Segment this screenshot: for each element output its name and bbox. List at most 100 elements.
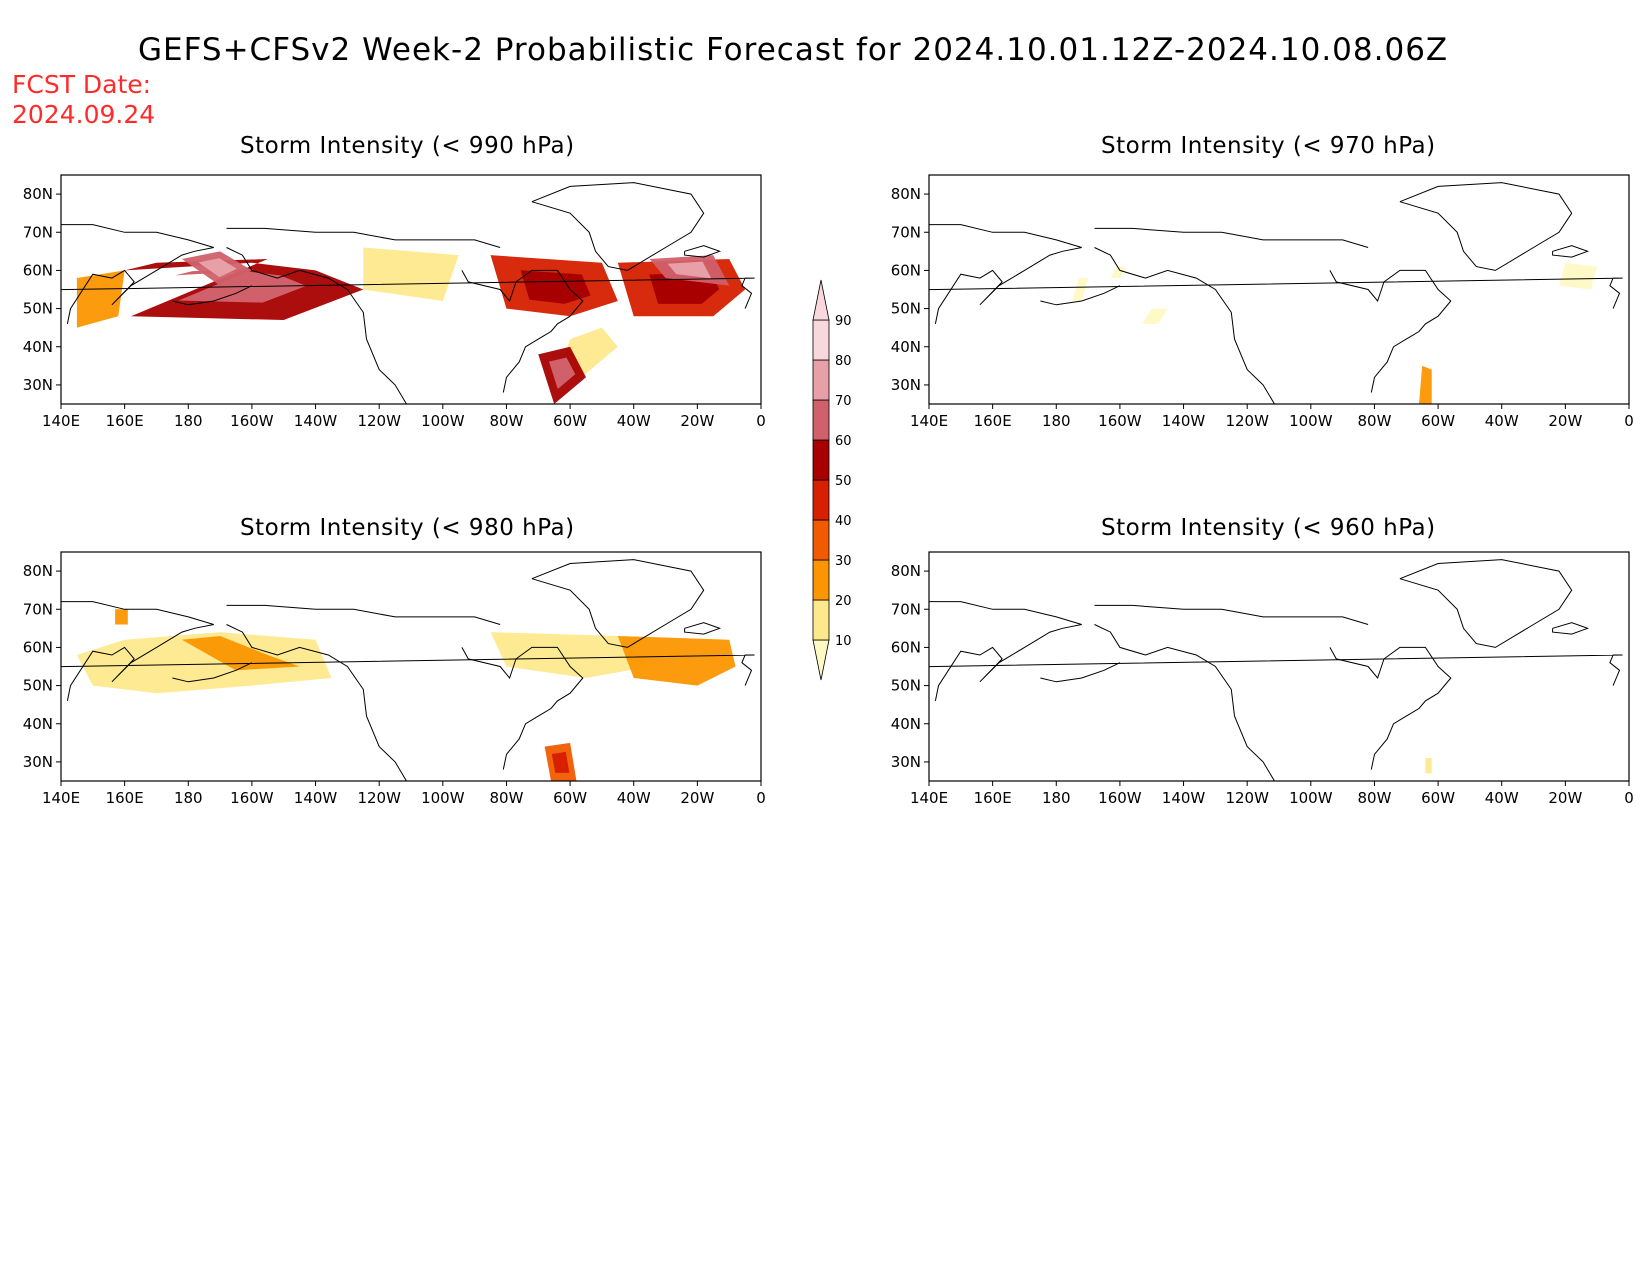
coastlines [929,182,1623,404]
lon-label: 180 [174,789,203,807]
coastline [172,285,253,306]
coastline [461,269,584,393]
lon-label: 160W [230,789,274,807]
lon-label: 100W [421,789,465,807]
lat-label: 50N [891,677,921,695]
lat-label: 30N [891,376,921,394]
lat-label: 40N [23,338,53,356]
colorbar-lower-triangle [812,639,830,681]
lon-label: 20W [1548,412,1582,430]
lat-label: 80N [23,185,53,203]
lon-label: 80W [489,789,523,807]
lon-label: 0 [756,412,766,430]
lon-label: 120W [1225,789,1269,807]
lon-label: 140W [1162,789,1206,807]
lat-label: 80N [23,562,53,580]
coastline [226,624,408,781]
colorbar-label: 40 [835,514,852,529]
coastlines [61,559,755,781]
colorbar-segment [812,519,830,561]
lat-label: 80N [891,562,921,580]
lat-label: 80N [891,185,921,203]
probability-region [115,609,128,625]
lon-label: 140W [1162,412,1206,430]
lat-label: 40N [891,338,921,356]
lon-label: 100W [421,412,465,430]
coastline [929,654,1623,686]
lon-label: 140W [294,789,338,807]
lon-label: 60W [553,412,587,430]
lat-label: 60N [23,261,53,279]
lon-label: 160W [1098,412,1142,430]
lon-label: 160W [230,412,274,430]
lon-label: 0 [1624,412,1634,430]
lon-label: 160W [1098,789,1142,807]
colorbar-label: 10 [835,634,852,649]
lon-label: 180 [1042,789,1071,807]
coastlines [61,182,755,404]
map-panel-3: 80N 70N 60N 50N 40N 30N 140E 160E 180 160W 140W 120… [891,551,1634,807]
coastline [1399,559,1573,648]
lon-label: 40W [1485,789,1519,807]
lat-label: 40N [23,715,53,733]
figure-title: GEFS+CFSv2 Week-2 Probabilistic Forecast… [138,32,1449,68]
coastline [61,654,755,686]
probability-region [76,270,125,328]
colorbar-segment [812,599,830,641]
lon-label: 140E [42,412,80,430]
probability-region [1559,262,1598,290]
lon-label: 100W [1289,412,1333,430]
colorbar-label: 30 [835,554,852,569]
lon-label: 180 [174,412,203,430]
colorbar-label: 20 [835,594,852,609]
colorbar-label: 60 [835,434,852,449]
lon-label: 0 [1624,789,1634,807]
map-panel-0: 80N 70N 60N 50N 40N 30N 140E 160E 180 160W 140W 120… [23,174,766,430]
panel-frame [928,551,1630,782]
panel-title-980: Storm Intensity (< 980 hPa) [240,515,575,541]
colorbar-segment [812,359,830,401]
lat-label: 30N [891,753,921,771]
coastline [226,227,501,248]
panel-frame [928,174,1630,405]
coastline [684,245,722,258]
probability-region [181,635,300,671]
lon-label: 180 [1042,412,1071,430]
lat-label: 70N [891,223,921,241]
probability-core [198,258,237,278]
map-panel-1: 80N 70N 60N 50N 40N 30N 140E 160E 180 160W 140W 120… [891,174,1634,430]
colorbar: 10 20 30 40 50 60 70 80 90 [812,279,852,681]
lat-label: 60N [891,638,921,656]
probability-region [76,632,332,694]
coastline [172,662,253,683]
probability-region [1072,278,1089,301]
colorbar-upper-triangle [812,279,830,321]
probability-region [1142,308,1168,324]
probability-region [363,247,459,301]
coastline [226,247,408,404]
lon-label: 140E [42,789,80,807]
lat-label: 50N [23,677,53,695]
lon-label: 40W [617,789,651,807]
coastline [531,559,705,648]
probability-region [1419,365,1432,404]
coastline [1094,227,1369,248]
lon-label: 20W [680,789,714,807]
lon-label: 40W [1485,412,1519,430]
lat-label: 60N [23,638,53,656]
colorbar-segment [812,439,830,481]
lon-label: 160E [974,789,1012,807]
fcst-date-label: FCST Date: [12,70,152,99]
coastline [461,646,584,770]
lat-label: 70N [891,600,921,618]
coastline [929,224,1082,324]
coastline [684,622,722,635]
coastline [1329,646,1452,770]
coastline [1552,622,1590,635]
colorbar-segment [812,399,830,441]
lat-label: 70N [23,223,53,241]
colorbar-segment [812,559,830,601]
colorbar-label: 70 [835,394,852,409]
probability-region [1425,758,1432,774]
